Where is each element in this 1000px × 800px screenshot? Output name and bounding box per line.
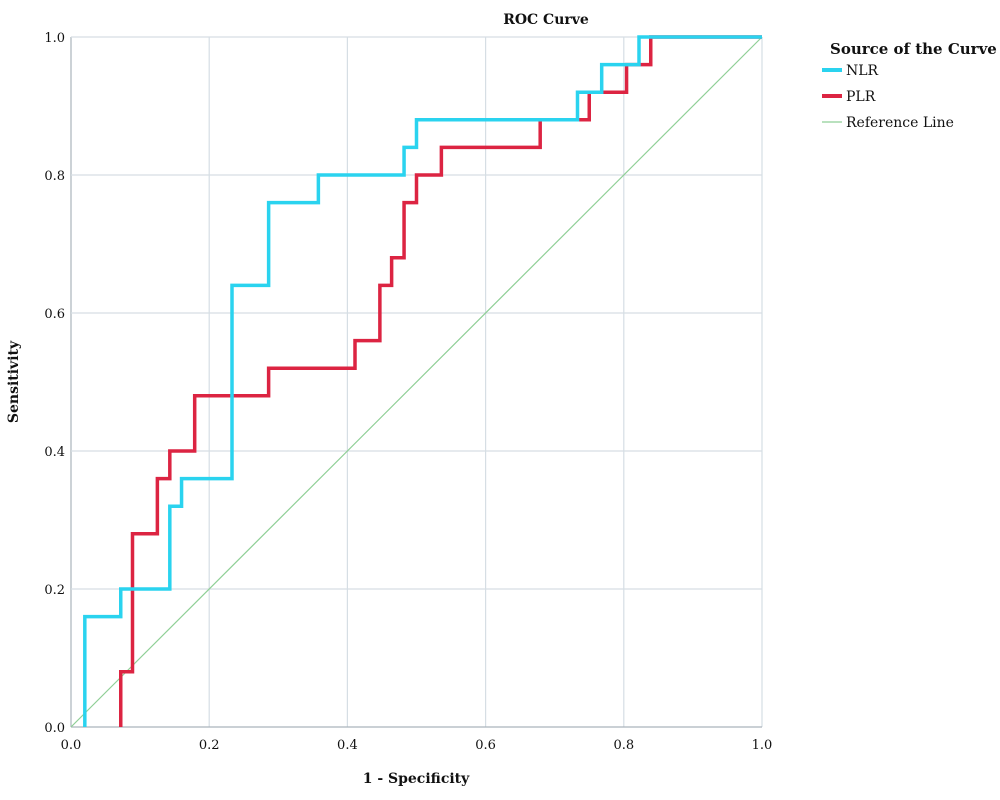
- legend-item: PLR: [846, 89, 876, 105]
- series-line-nlr: [83, 35, 762, 727]
- y-tick-label: 0.0: [44, 721, 65, 736]
- y-tick-label: 0.2: [44, 583, 65, 598]
- x-tick-label: 0.8: [613, 738, 634, 753]
- x-tick-label: 0.4: [337, 738, 358, 753]
- x-axis-label: 1 - Specificity: [363, 771, 470, 787]
- series-line-reference-line: [70, 36, 763, 728]
- series-line-plr: [119, 35, 762, 727]
- y-tick-label: 0.6: [44, 307, 65, 322]
- legend-item: Reference Line: [846, 115, 954, 131]
- y-tick-label: 1.0: [44, 31, 65, 46]
- x-tick-label: 0.6: [475, 738, 496, 753]
- x-tick-label: 1.0: [752, 738, 773, 753]
- y-tick-label: 0.8: [44, 169, 65, 184]
- y-axis-label: Sensitivity: [6, 340, 22, 423]
- y-tick-label: 0.4: [44, 445, 65, 460]
- legend-title: Source of the Curve: [830, 40, 997, 58]
- x-tick-label: 0.2: [199, 738, 220, 753]
- legend-item: NLR: [846, 63, 879, 79]
- x-tick-label: 0.0: [61, 738, 82, 753]
- chart-title: ROC Curve: [503, 12, 589, 28]
